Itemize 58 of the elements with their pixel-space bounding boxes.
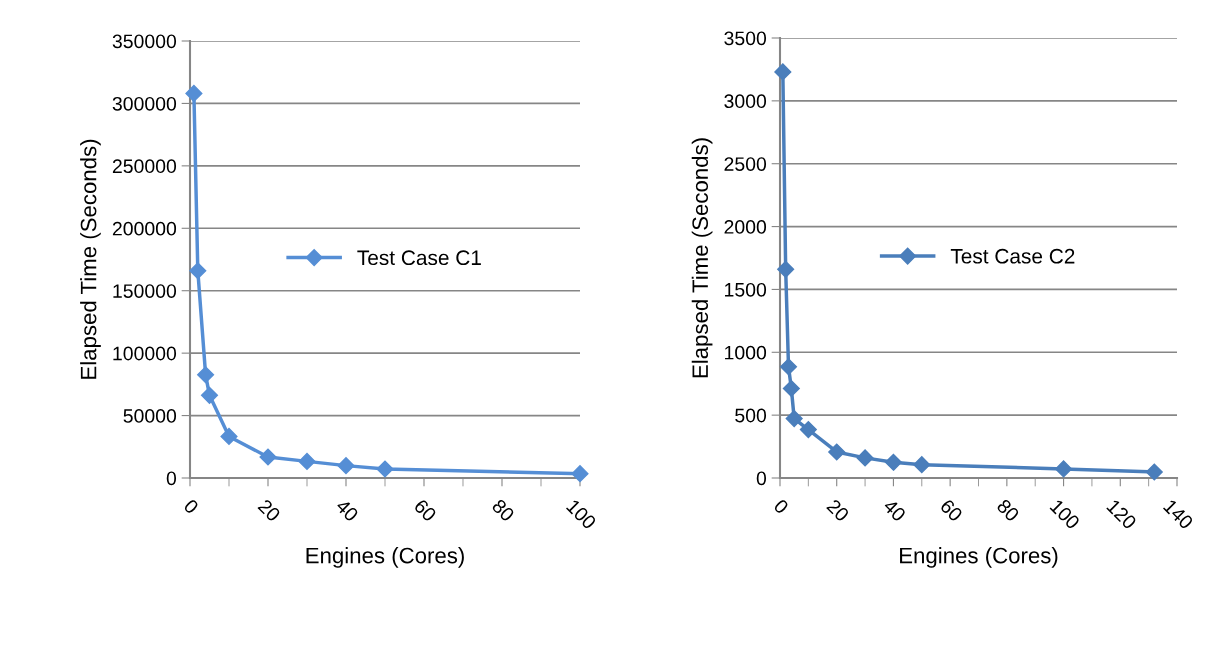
point [799, 421, 817, 439]
x-tick-label: 100 [565, 498, 597, 530]
y-tick-label: 2000 [724, 220, 767, 234]
point [1145, 463, 1163, 481]
y-tick-label: 150000 [113, 284, 177, 298]
x-tick-label: 140 [1162, 498, 1194, 530]
y-tick-label: 50000 [123, 409, 177, 423]
point [189, 262, 207, 280]
point [856, 449, 874, 467]
y-tick-label: 3000 [724, 94, 767, 109]
x-tick-label: 0 [183, 498, 200, 515]
x-tick-label: 40 [882, 498, 907, 523]
y-tick-label: 500 [735, 408, 767, 423]
point [1055, 460, 1073, 478]
point [298, 452, 316, 470]
y-tick-label: 100000 [113, 346, 177, 361]
point [828, 443, 846, 461]
point [220, 427, 238, 445]
point [197, 366, 215, 384]
point [913, 456, 931, 474]
point [779, 358, 798, 376]
point [782, 379, 800, 398]
y-tick-label: 350000 [112, 34, 177, 49]
x-tick-label: 120 [1106, 498, 1138, 530]
point [185, 84, 203, 102]
y-tick-label: 250000 [112, 159, 177, 174]
y-tick-label: 300000 [112, 96, 177, 111]
y-tick-label: 1000 [725, 345, 767, 360]
point [884, 453, 902, 471]
point [200, 386, 219, 404]
y-axis-title: Elapsed Time (Seconds) [691, 138, 713, 378]
y-tick-label: 2500 [724, 157, 767, 171]
legend-label: Test Case C1 [357, 250, 481, 266]
x-tick-label: 100 [1049, 498, 1081, 530]
x-axis-title: Engines (Cores) [306, 547, 464, 568]
y-tick-label: 0 [166, 471, 177, 486]
x-tick-label: 80 [996, 498, 1021, 523]
y-tick-label: 200000 [112, 221, 177, 236]
point [571, 465, 589, 483]
point [777, 260, 795, 278]
y-axis-title: Elapsed Time (Seconds) [80, 139, 101, 379]
x-tick-label: 0 [773, 498, 790, 515]
y-tick-label: 3500 [724, 31, 767, 46]
x-tick-label: 60 [939, 498, 964, 523]
point [337, 457, 355, 475]
y-tick-label: 0 [756, 471, 767, 486]
point [376, 460, 394, 478]
y-tick-label: 1500 [725, 282, 767, 297]
x-tick-label: 40 [334, 498, 360, 523]
point [785, 409, 803, 428]
x-tick-label: 60 [413, 498, 438, 523]
x-tick-label: 20 [257, 498, 282, 523]
point [259, 448, 277, 466]
point [774, 63, 792, 81]
legend-label: Test Case C2 [950, 248, 1075, 264]
x-axis-title: Engines (Cores) [900, 547, 1058, 568]
x-tick-label: 20 [826, 498, 850, 523]
x-tick-label: 80 [491, 498, 516, 523]
